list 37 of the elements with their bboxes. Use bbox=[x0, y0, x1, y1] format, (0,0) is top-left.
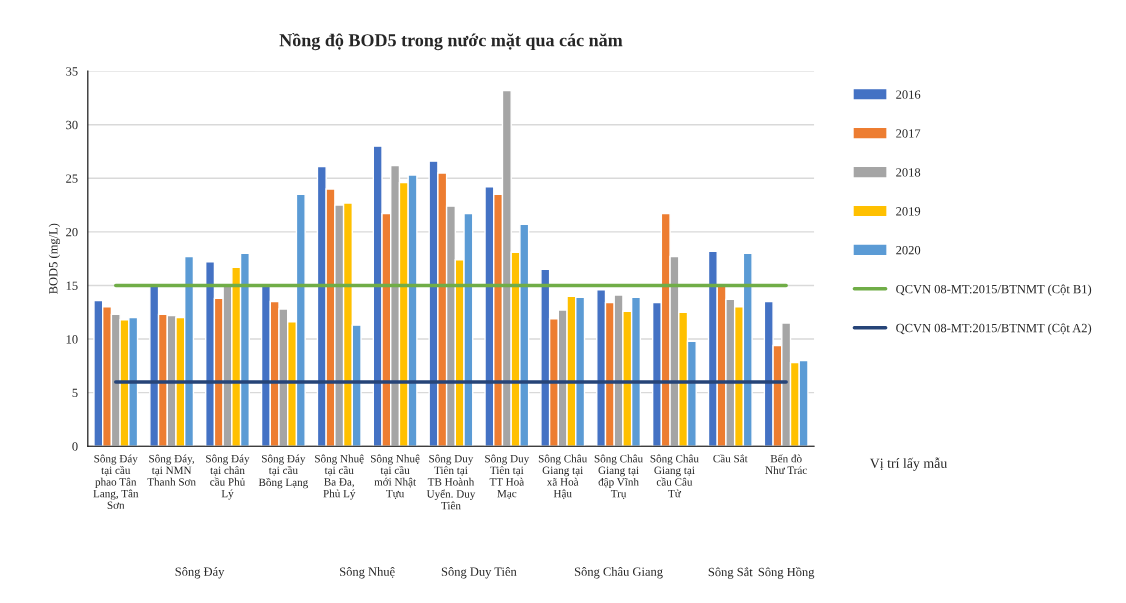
y-tick-label: 35 bbox=[66, 67, 78, 76]
text: Sông Hồng bbox=[758, 567, 815, 579]
y-tick-label: 10 bbox=[66, 335, 78, 344]
x-tick-label: Bến đò Như Trác bbox=[765, 454, 807, 474]
x-tick-label: Sông Duy Tiên tại TB Hoành Uyển. Duy Tiên bbox=[426, 454, 476, 510]
x-tick-label: Sông Đáy tại chân cầu Phủ Lý bbox=[206, 454, 250, 500]
legend-label: 2018 bbox=[896, 168, 921, 177]
y-tick-label: 15 bbox=[66, 281, 78, 290]
legend-label: QCVN 08-MT:2015/BTNMT (Cột A2) bbox=[896, 323, 1092, 335]
y-tick-label: 20 bbox=[66, 227, 78, 237]
x-tick-label: Sông Nhuệ tại cầu mới Nhật Tựu bbox=[370, 454, 420, 500]
legend-label: QCVN 08-MT:2015/BTNMT (Cột B1) bbox=[896, 284, 1092, 296]
x-tick-label: Sông Đáy tại cầu Bồng Lạng bbox=[258, 454, 308, 489]
y-tick-label: 25 bbox=[66, 174, 78, 183]
text: Sông Sắt bbox=[708, 567, 753, 579]
text: Sông Duy Tiên bbox=[441, 567, 517, 579]
x-tick-label: Sông Đáy, tại NMN Thanh Sơn bbox=[147, 454, 196, 486]
x-tick-label: Sông Đáy tại cầu phao Tân Lang, Tân Sơn bbox=[93, 454, 139, 509]
y-tick-label: 5 bbox=[72, 388, 78, 398]
x-tick-label: Sông Châu Giang tại xã Hoà Hậu bbox=[538, 454, 588, 500]
text: Sông Nhuệ bbox=[340, 567, 395, 579]
x-axis-title: Vị trí lấy mẫu bbox=[869, 457, 948, 471]
x-tick-label: Sông Nhuệ tại cầu Ba Đa, Phủ Lý bbox=[315, 454, 364, 500]
chart-title: Nồng độ BOD5 trong nước mặt qua các năm bbox=[279, 33, 623, 51]
legend-label: 2016 bbox=[896, 90, 921, 99]
legend-label: 2019 bbox=[896, 207, 921, 216]
x-tick-label: Sông Châu Giang tại đập Vĩnh Trụ bbox=[594, 454, 643, 500]
legend-label: 2020 bbox=[896, 245, 921, 255]
y-tick-label: 30 bbox=[66, 120, 78, 130]
x-tick-label: Cầu Sắt bbox=[713, 454, 748, 463]
x-tick-label: Sông Duy Tiên tại TT Hoà Mạc bbox=[485, 454, 530, 500]
legend-label: 2017 bbox=[896, 129, 921, 138]
y-tick-label: 0 bbox=[72, 442, 78, 451]
text: Sông Châu Giang bbox=[574, 567, 663, 579]
x-tick-label: Sông Châu Giang tại cầu Câu Tử bbox=[650, 454, 699, 498]
y-axis-title: BOD5 (mg/L) bbox=[48, 223, 61, 294]
text: Sông Đáy bbox=[175, 567, 225, 579]
